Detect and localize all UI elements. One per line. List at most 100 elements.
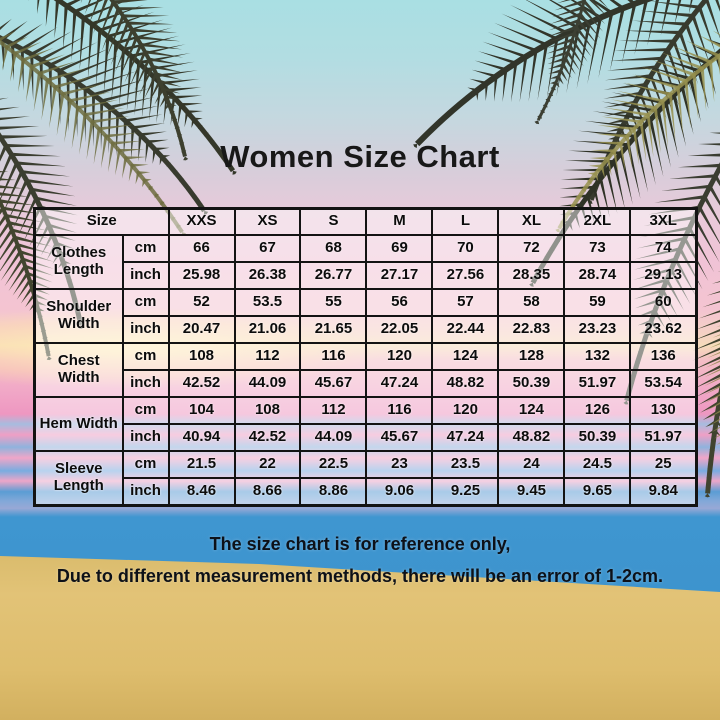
unit-label: inch	[121, 260, 170, 290]
size-value-cell: 53.54	[629, 368, 698, 399]
size-value-cell: 8.86	[299, 477, 368, 507]
size-value-cell: 104	[167, 396, 236, 426]
palm-frond-leaflets	[555, 30, 720, 233]
size-value-cell: 23.23	[563, 314, 632, 344]
size-value-cell: 57	[431, 287, 500, 317]
size-value-cell: 22.44	[431, 314, 500, 344]
size-value-cell: 72	[497, 233, 566, 263]
size-column-header: L	[431, 207, 500, 236]
unit-label: inch	[121, 368, 170, 399]
size-value-cell: 56	[365, 287, 434, 317]
size-value-cell: 26.38	[233, 260, 302, 290]
size-value-cell: 67	[233, 233, 302, 263]
footer-line-2: Due to different measurement methods, th…	[56, 566, 664, 586]
size-value-cell: 59	[563, 287, 632, 317]
size-column-header: M	[365, 207, 434, 236]
size-value-cell: 23.62	[629, 314, 698, 344]
size-value-cell: 9.45	[497, 477, 566, 507]
size-value-cell: 55	[299, 287, 368, 317]
size-column-header: XXS	[167, 207, 236, 236]
size-table-head: Size XXS XS S M L XL 2XL 3XL	[33, 207, 698, 236]
size-value-cell: 42.52	[167, 368, 236, 399]
size-value-cell: 68	[299, 233, 368, 263]
size-value-cell: 21.06	[233, 314, 302, 344]
table-row: inch 20.47 21.06 21.65 22.05 22.44 22.83 23.23 2…	[35, 314, 698, 344]
size-value-cell: 44.09	[299, 423, 368, 453]
size-value-cell: 28.74	[563, 260, 632, 290]
size-value-cell: 8.66	[233, 477, 302, 507]
size-value-cell: 124	[497, 396, 566, 426]
unit-label: inch	[121, 477, 170, 507]
size-chart-table: Size XXS XS S M L XL 2XL 3XL Clothes Length cm 66 6…	[33, 207, 698, 507]
table-row: Hem Width cm 104 108 112 116 120 124 126 130	[33, 396, 698, 453]
corner-header-size: Size	[33, 207, 170, 236]
size-value-cell: 51.97	[629, 423, 698, 453]
palm-frond-leaflets	[704, 325, 720, 451]
size-value-cell: 120	[431, 396, 500, 426]
size-value-cell: 25.98	[167, 260, 236, 290]
measurement-label: Hem Width	[33, 396, 124, 453]
size-value-cell: 108	[167, 341, 236, 371]
size-value-cell: 23	[365, 450, 434, 480]
palm-frond-stem	[0, 39, 184, 234]
palm-frond-stem	[557, 52, 720, 230]
size-value-cell: 45.67	[365, 423, 434, 453]
palm-frond-leaflets	[534, 0, 609, 125]
size-value-cell: 9.65	[563, 477, 632, 507]
size-value-cell: 48.82	[497, 423, 566, 453]
size-value-cell: 69	[365, 233, 434, 263]
size-value-cell: 51.97	[563, 368, 632, 399]
size-value-cell: 22.05	[365, 314, 434, 344]
size-value-cell: 22.5	[299, 450, 368, 480]
size-value-cell: 48.82	[431, 368, 500, 399]
size-column-header: S	[299, 207, 368, 236]
size-column-header: 2XL	[563, 207, 632, 236]
page-title: Women Size Chart	[220, 139, 500, 174]
size-value-cell: 47.24	[365, 368, 434, 399]
size-value-cell: 112	[299, 396, 368, 426]
size-value-cell: 66	[167, 233, 236, 263]
size-value-cell: 50.39	[563, 423, 632, 453]
size-value-cell: 23.5	[431, 450, 500, 480]
size-value-cell: 108	[233, 396, 302, 426]
palm-frond-leaflets	[0, 18, 209, 215]
palm-frond-leaflets	[413, 0, 705, 148]
table-row: Chest Width cm 108 112 116 120 124 128 132 136	[33, 341, 698, 399]
palm-frond-stem	[705, 383, 720, 494]
size-column-header: 3XL	[629, 207, 698, 236]
measurement-label: Sleeve Length	[33, 450, 124, 507]
footer-note: The size chart is for reference only, Du…	[0, 528, 720, 592]
measurement-label: Shoulder Width	[33, 287, 124, 344]
size-value-cell: 116	[365, 396, 434, 426]
unit-label: cm	[121, 341, 170, 371]
size-value-cell: 42.52	[233, 423, 302, 453]
table-row: inch 8.46 8.66 8.86 9.06 9.25 9.45 9.65 9.84	[35, 477, 698, 507]
size-value-cell: 27.17	[365, 260, 434, 290]
unit-label: inch	[121, 423, 170, 453]
header-row: Size XXS XS S M L XL 2XL 3XL	[33, 207, 698, 236]
size-value-cell: 74	[629, 233, 698, 263]
size-value-cell: 24	[497, 450, 566, 480]
table-row: Sleeve Length cm 21.5 22 22.5 23 23.5 24 24.5 25	[33, 450, 698, 507]
size-value-cell: 70	[431, 233, 500, 263]
size-value-cell: 53.5	[233, 287, 302, 317]
palm-frond-stem	[0, 35, 207, 213]
unit-label: cm	[121, 450, 170, 480]
size-value-cell: 27.56	[431, 260, 500, 290]
size-value-cell: 126	[563, 396, 632, 426]
palm-frond-stem	[414, 0, 655, 147]
palm-frond-stem	[536, 0, 586, 121]
size-table-body: Clothes Length cm 66 67 68 69 70 72 73 74 inch 25.9…	[33, 233, 698, 507]
size-value-cell: 132	[563, 341, 632, 371]
size-value-cell: 124	[431, 341, 500, 371]
size-value-cell: 136	[629, 341, 698, 371]
size-value-cell: 9.06	[365, 477, 434, 507]
size-value-cell: 120	[365, 341, 434, 371]
size-value-cell: 8.46	[167, 477, 236, 507]
size-value-cell: 24.5	[563, 450, 632, 480]
size-value-cell: 112	[233, 341, 302, 371]
size-value-cell: 128	[497, 341, 566, 371]
table-row: inch 40.94 42.52 44.09 45.67 47.24 48.82 50.39 5…	[35, 423, 698, 453]
size-value-cell: 47.24	[431, 423, 500, 453]
size-value-cell: 52	[167, 287, 236, 317]
